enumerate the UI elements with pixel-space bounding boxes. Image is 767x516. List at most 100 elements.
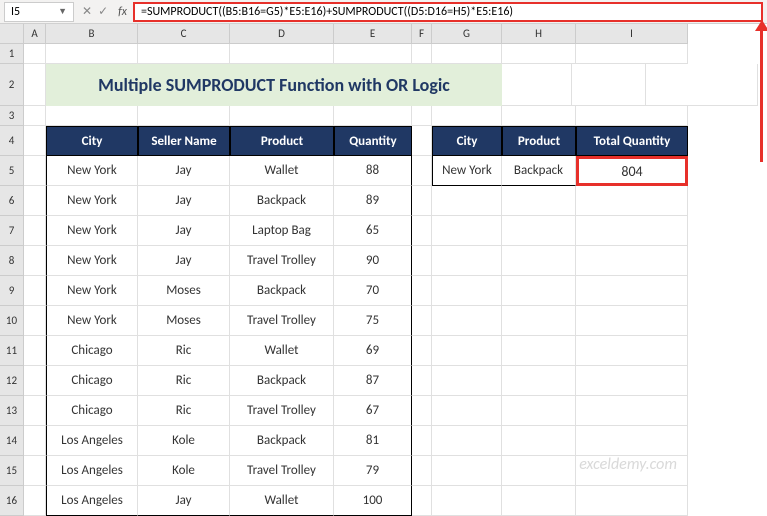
cell[interactable] — [334, 106, 412, 126]
row-header[interactable]: 9 — [0, 276, 24, 306]
row-header[interactable]: 6 — [0, 186, 24, 216]
cell[interactable] — [576, 336, 688, 366]
table-cell[interactable]: New York — [46, 246, 138, 276]
cell[interactable] — [432, 426, 502, 456]
cell[interactable] — [24, 456, 46, 486]
cell[interactable] — [502, 44, 576, 64]
cell[interactable] — [576, 44, 688, 64]
table-cell[interactable]: Laptop Bag — [230, 216, 334, 246]
table-cell[interactable]: Chicago — [46, 366, 138, 396]
cell[interactable] — [334, 44, 412, 64]
cell[interactable] — [646, 64, 758, 106]
row-header[interactable]: 16 — [0, 486, 24, 516]
table-cell[interactable]: Kole — [138, 456, 230, 486]
cell[interactable] — [24, 276, 46, 306]
table-cell[interactable]: Chicago — [46, 396, 138, 426]
cell[interactable] — [24, 366, 46, 396]
cell[interactable] — [502, 366, 576, 396]
table-cell[interactable]: Los Angeles — [46, 426, 138, 456]
cell[interactable] — [24, 106, 46, 126]
criteria-city[interactable]: New York — [432, 156, 502, 186]
col-header[interactable]: D — [230, 24, 334, 44]
cell[interactable] — [502, 216, 576, 246]
cell[interactable] — [432, 366, 502, 396]
result-cell[interactable]: 804 — [576, 156, 688, 186]
col-header[interactable]: H — [502, 24, 576, 44]
cell[interactable] — [24, 44, 46, 64]
table-cell[interactable]: Los Angeles — [46, 456, 138, 486]
cell[interactable] — [502, 426, 576, 456]
cell[interactable] — [412, 336, 432, 366]
col-header[interactable]: I — [576, 24, 688, 44]
table-cell[interactable]: Ric — [138, 366, 230, 396]
cell[interactable] — [502, 306, 576, 336]
cell[interactable] — [46, 44, 138, 64]
fx-icon[interactable]: fx — [116, 5, 129, 19]
cell[interactable] — [412, 486, 432, 516]
cell[interactable] — [412, 396, 432, 426]
col-header[interactable]: E — [334, 24, 412, 44]
table-header[interactable]: Quantity — [334, 126, 412, 156]
accept-icon[interactable]: ✓ — [98, 4, 108, 19]
col-header[interactable]: F — [412, 24, 432, 44]
cell[interactable] — [412, 216, 432, 246]
table-cell[interactable]: Chicago — [46, 336, 138, 366]
table-header[interactable]: City — [432, 126, 502, 156]
cell[interactable] — [576, 456, 688, 486]
table-header[interactable]: Total Quantity — [576, 126, 688, 156]
row-header[interactable]: 3 — [0, 106, 24, 126]
cell[interactable] — [24, 486, 46, 516]
table-cell[interactable]: 67 — [334, 396, 412, 426]
table-header[interactable]: City — [46, 126, 138, 156]
cell[interactable] — [502, 456, 576, 486]
table-cell[interactable]: Jay — [138, 156, 230, 186]
cell[interactable] — [412, 106, 432, 126]
cell[interactable] — [502, 486, 576, 516]
table-header[interactable]: Seller Name — [138, 126, 230, 156]
cell[interactable] — [412, 126, 432, 156]
table-cell[interactable]: Ric — [138, 396, 230, 426]
cell[interactable] — [24, 186, 46, 216]
table-cell[interactable]: New York — [46, 276, 138, 306]
cell[interactable] — [24, 156, 46, 186]
table-cell[interactable]: Backpack — [230, 186, 334, 216]
table-cell[interactable]: Wallet — [230, 156, 334, 186]
table-cell[interactable]: 81 — [334, 426, 412, 456]
table-cell[interactable]: New York — [46, 306, 138, 336]
table-cell[interactable]: Kole — [138, 426, 230, 456]
col-header[interactable]: A — [24, 24, 46, 44]
cell[interactable] — [432, 246, 502, 276]
cell[interactable] — [24, 216, 46, 246]
table-cell[interactable]: Travel Trolley — [230, 396, 334, 426]
table-cell[interactable]: 88 — [334, 156, 412, 186]
cell[interactable] — [412, 276, 432, 306]
table-cell[interactable]: Backpack — [230, 276, 334, 306]
cell[interactable] — [502, 186, 576, 216]
cell[interactable] — [432, 44, 502, 64]
cell[interactable] — [576, 486, 688, 516]
cell[interactable] — [502, 106, 576, 126]
cell[interactable] — [230, 106, 334, 126]
cell[interactable] — [576, 276, 688, 306]
row-header[interactable]: 8 — [0, 246, 24, 276]
cell[interactable] — [502, 246, 576, 276]
cell[interactable] — [432, 306, 502, 336]
row-header[interactable]: 15 — [0, 456, 24, 486]
cell[interactable] — [576, 396, 688, 426]
cell[interactable] — [432, 106, 502, 126]
cell[interactable] — [576, 106, 688, 126]
cell[interactable] — [412, 306, 432, 336]
table-cell[interactable]: Backpack — [230, 426, 334, 456]
table-cell[interactable]: 70 — [334, 276, 412, 306]
cell[interactable] — [432, 486, 502, 516]
cell[interactable] — [576, 216, 688, 246]
table-cell[interactable]: New York — [46, 156, 138, 186]
row-header[interactable]: 13 — [0, 396, 24, 426]
cell[interactable] — [412, 156, 432, 186]
row-header[interactable]: 12 — [0, 366, 24, 396]
cell[interactable] — [412, 366, 432, 396]
row-header[interactable]: 5 — [0, 156, 24, 186]
table-cell[interactable]: Backpack — [230, 366, 334, 396]
table-header[interactable]: Product — [502, 126, 576, 156]
cell[interactable] — [138, 106, 230, 126]
